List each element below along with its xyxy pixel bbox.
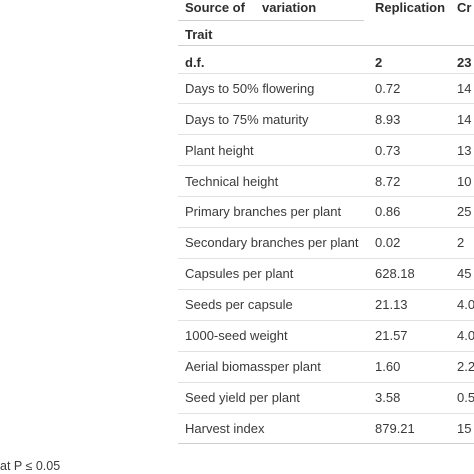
df-replication: 2 [375, 55, 383, 70]
table-row-col3: 13 [457, 143, 472, 158]
table-row-col3: 15 [457, 421, 472, 436]
table-row-replication: 879.21 [375, 421, 415, 436]
row-divider [178, 165, 474, 166]
table-row-trait: Seed yield per plant [185, 390, 300, 405]
table-row-trait: Seeds per capsule [185, 297, 293, 312]
row-divider [178, 258, 474, 259]
row-divider [178, 73, 474, 74]
table-row-replication: 628.18 [375, 266, 415, 281]
table-row-trait: Technical height [185, 174, 279, 189]
table-row-col3: 14 [457, 112, 472, 127]
row-divider [178, 382, 474, 383]
row-divider [178, 351, 474, 352]
table-row-trait: Primary branches per plant [185, 204, 342, 219]
table-row-col3: 14 [457, 81, 472, 96]
table-row-replication: 21.57 [375, 328, 408, 343]
row-divider [178, 289, 474, 290]
row-divider [178, 103, 474, 104]
header-divider-left [178, 20, 364, 21]
table-row-col3: 4.0 [457, 328, 474, 343]
row-divider [178, 134, 474, 135]
row-divider [178, 196, 474, 197]
row-divider [178, 320, 474, 321]
header-source-of: Source of [185, 0, 245, 15]
table-row-replication: 0.72 [375, 81, 401, 96]
table-row-replication: 8.93 [375, 112, 401, 127]
table-row-trait: Capsules per plant [185, 266, 294, 281]
table-row-col3: 2 [457, 235, 465, 250]
header-divider [178, 45, 474, 46]
header-variation: variation [262, 0, 317, 15]
table-row-col3: 10 [457, 174, 472, 189]
table-row-col3: 45 [457, 266, 472, 281]
df-label: d.f. [185, 55, 205, 70]
trait-label: Trait [185, 27, 213, 42]
table-row-trait: Plant height [185, 143, 254, 158]
table-row-replication: 0.86 [375, 204, 401, 219]
row-divider [178, 227, 474, 228]
table-row-replication: 21.13 [375, 297, 408, 312]
table-row-trait: Days to 75% maturity [185, 112, 309, 127]
table-bottom-rule [178, 443, 474, 444]
row-divider [178, 413, 474, 414]
table-row-trait: Harvest index [185, 421, 265, 436]
table-row-col3: 0.5 [457, 390, 474, 405]
header-col3: Cr [457, 0, 472, 15]
table-row-replication: 0.02 [375, 235, 401, 250]
table-row-trait: 1000-seed weight [185, 328, 288, 343]
table-row-replication: 0.73 [375, 143, 401, 158]
table-row-col3: 25 [457, 204, 472, 219]
table-row-col3: 2.2 [457, 359, 474, 374]
table-row-col3: 4.0 [457, 297, 474, 312]
table-row-replication: 8.72 [375, 174, 401, 189]
df-col3: 23 [457, 55, 472, 70]
footnote: at P ≤ 0.05 [0, 459, 61, 473]
header-replication: Replication [375, 0, 446, 15]
table-row-replication: 3.58 [375, 390, 401, 405]
table-row-trait: Secondary branches per plant [185, 235, 359, 250]
table-row-trait: Aerial biomassper plant [185, 359, 321, 374]
table-row-trait: Days to 50% flowering [185, 81, 315, 96]
table-row-replication: 1.60 [375, 359, 401, 374]
